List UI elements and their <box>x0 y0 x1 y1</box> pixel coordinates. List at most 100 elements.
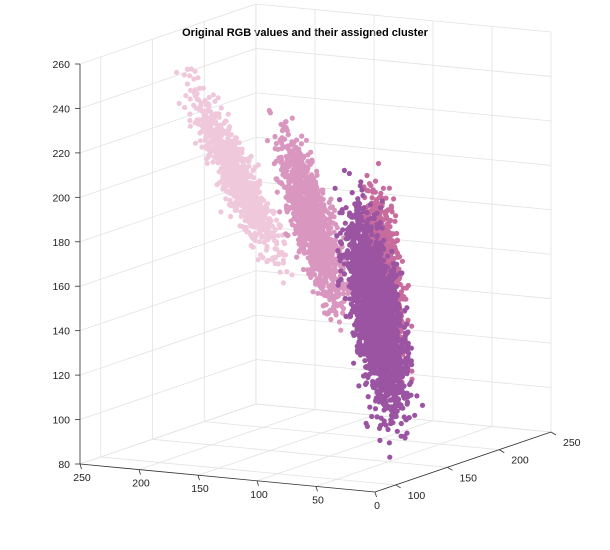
data-point <box>216 169 222 175</box>
data-point <box>376 425 383 431</box>
data-point <box>225 131 231 137</box>
grid-line <box>79 403 257 465</box>
data-point <box>374 234 380 240</box>
data-point <box>297 179 303 185</box>
data-point <box>257 197 263 203</box>
data-point <box>392 239 398 245</box>
data-point <box>260 215 267 221</box>
data-point <box>394 230 400 237</box>
data-point <box>297 187 303 193</box>
data-point <box>221 162 228 168</box>
data-point <box>206 102 212 108</box>
data-point <box>314 168 320 174</box>
data-point <box>184 81 191 87</box>
data-point <box>320 303 326 309</box>
data-point <box>318 261 324 268</box>
data-point <box>268 231 274 237</box>
data-point <box>225 135 231 141</box>
data-point <box>187 96 193 102</box>
x-axis-line <box>79 463 376 493</box>
data-point <box>197 138 203 144</box>
data-point <box>349 190 355 196</box>
data-point <box>174 69 180 75</box>
data-point <box>221 155 228 161</box>
data-point <box>202 98 208 104</box>
data-point <box>206 94 212 100</box>
data-point <box>283 231 289 237</box>
data-point <box>310 186 316 192</box>
data-point <box>253 184 259 190</box>
data-point <box>265 257 271 263</box>
data-point <box>199 144 205 150</box>
data-point <box>328 254 334 260</box>
data-point <box>192 68 198 74</box>
data-point <box>345 290 351 296</box>
data-point <box>291 200 297 206</box>
data-point <box>256 239 263 245</box>
data-point <box>225 150 231 156</box>
data-point <box>282 161 288 167</box>
data-point <box>195 121 202 127</box>
data-point <box>263 221 269 227</box>
data-point <box>261 239 267 245</box>
data-point <box>247 181 253 187</box>
data-point <box>335 290 341 296</box>
data-point <box>203 131 209 137</box>
data-point <box>280 280 286 286</box>
data-point <box>276 252 282 258</box>
data-point <box>327 205 334 211</box>
data-point <box>380 232 386 238</box>
data-point <box>320 190 326 196</box>
data-point <box>330 306 336 312</box>
data-point <box>283 119 289 125</box>
data-point <box>305 180 311 186</box>
data-point <box>389 209 395 215</box>
data-point <box>326 199 332 206</box>
data-point <box>226 126 232 132</box>
data-point <box>313 190 319 196</box>
data-point <box>385 221 391 227</box>
data-point <box>214 182 220 188</box>
data-point <box>297 169 303 175</box>
data-point <box>209 147 215 153</box>
data-point <box>251 196 257 202</box>
data-point <box>309 157 315 163</box>
x-tick-mark <box>79 463 82 470</box>
data-point <box>294 196 300 202</box>
data-point <box>294 254 300 260</box>
data-point <box>315 224 321 230</box>
data-point <box>259 234 265 240</box>
data-point <box>323 249 329 255</box>
grid-line <box>79 359 257 420</box>
data-point <box>386 440 392 446</box>
data-point <box>269 223 275 229</box>
data-point <box>239 149 245 156</box>
data-point <box>312 272 318 278</box>
cluster-4-points <box>332 167 426 460</box>
data-point <box>395 254 401 260</box>
data-point <box>270 208 276 214</box>
data-point <box>200 85 206 91</box>
data-point <box>316 212 322 219</box>
x-tick-mark <box>138 469 141 475</box>
data-point <box>374 210 380 216</box>
grid-line <box>256 420 434 482</box>
data-point <box>308 251 314 257</box>
data-point <box>280 260 286 266</box>
grid-line <box>79 314 257 376</box>
grid-line <box>255 270 552 300</box>
data-point <box>225 167 231 173</box>
grid-line <box>152 438 448 468</box>
data-point <box>299 133 305 139</box>
data-point <box>274 189 280 195</box>
data-point <box>409 323 415 329</box>
data-point <box>250 175 257 181</box>
data-point <box>307 209 313 215</box>
data-point <box>392 244 398 250</box>
data-point <box>210 92 216 98</box>
data-points <box>174 66 426 460</box>
data-point <box>333 312 339 318</box>
data-point <box>297 175 303 181</box>
data-point <box>275 233 281 239</box>
data-point <box>199 128 205 134</box>
